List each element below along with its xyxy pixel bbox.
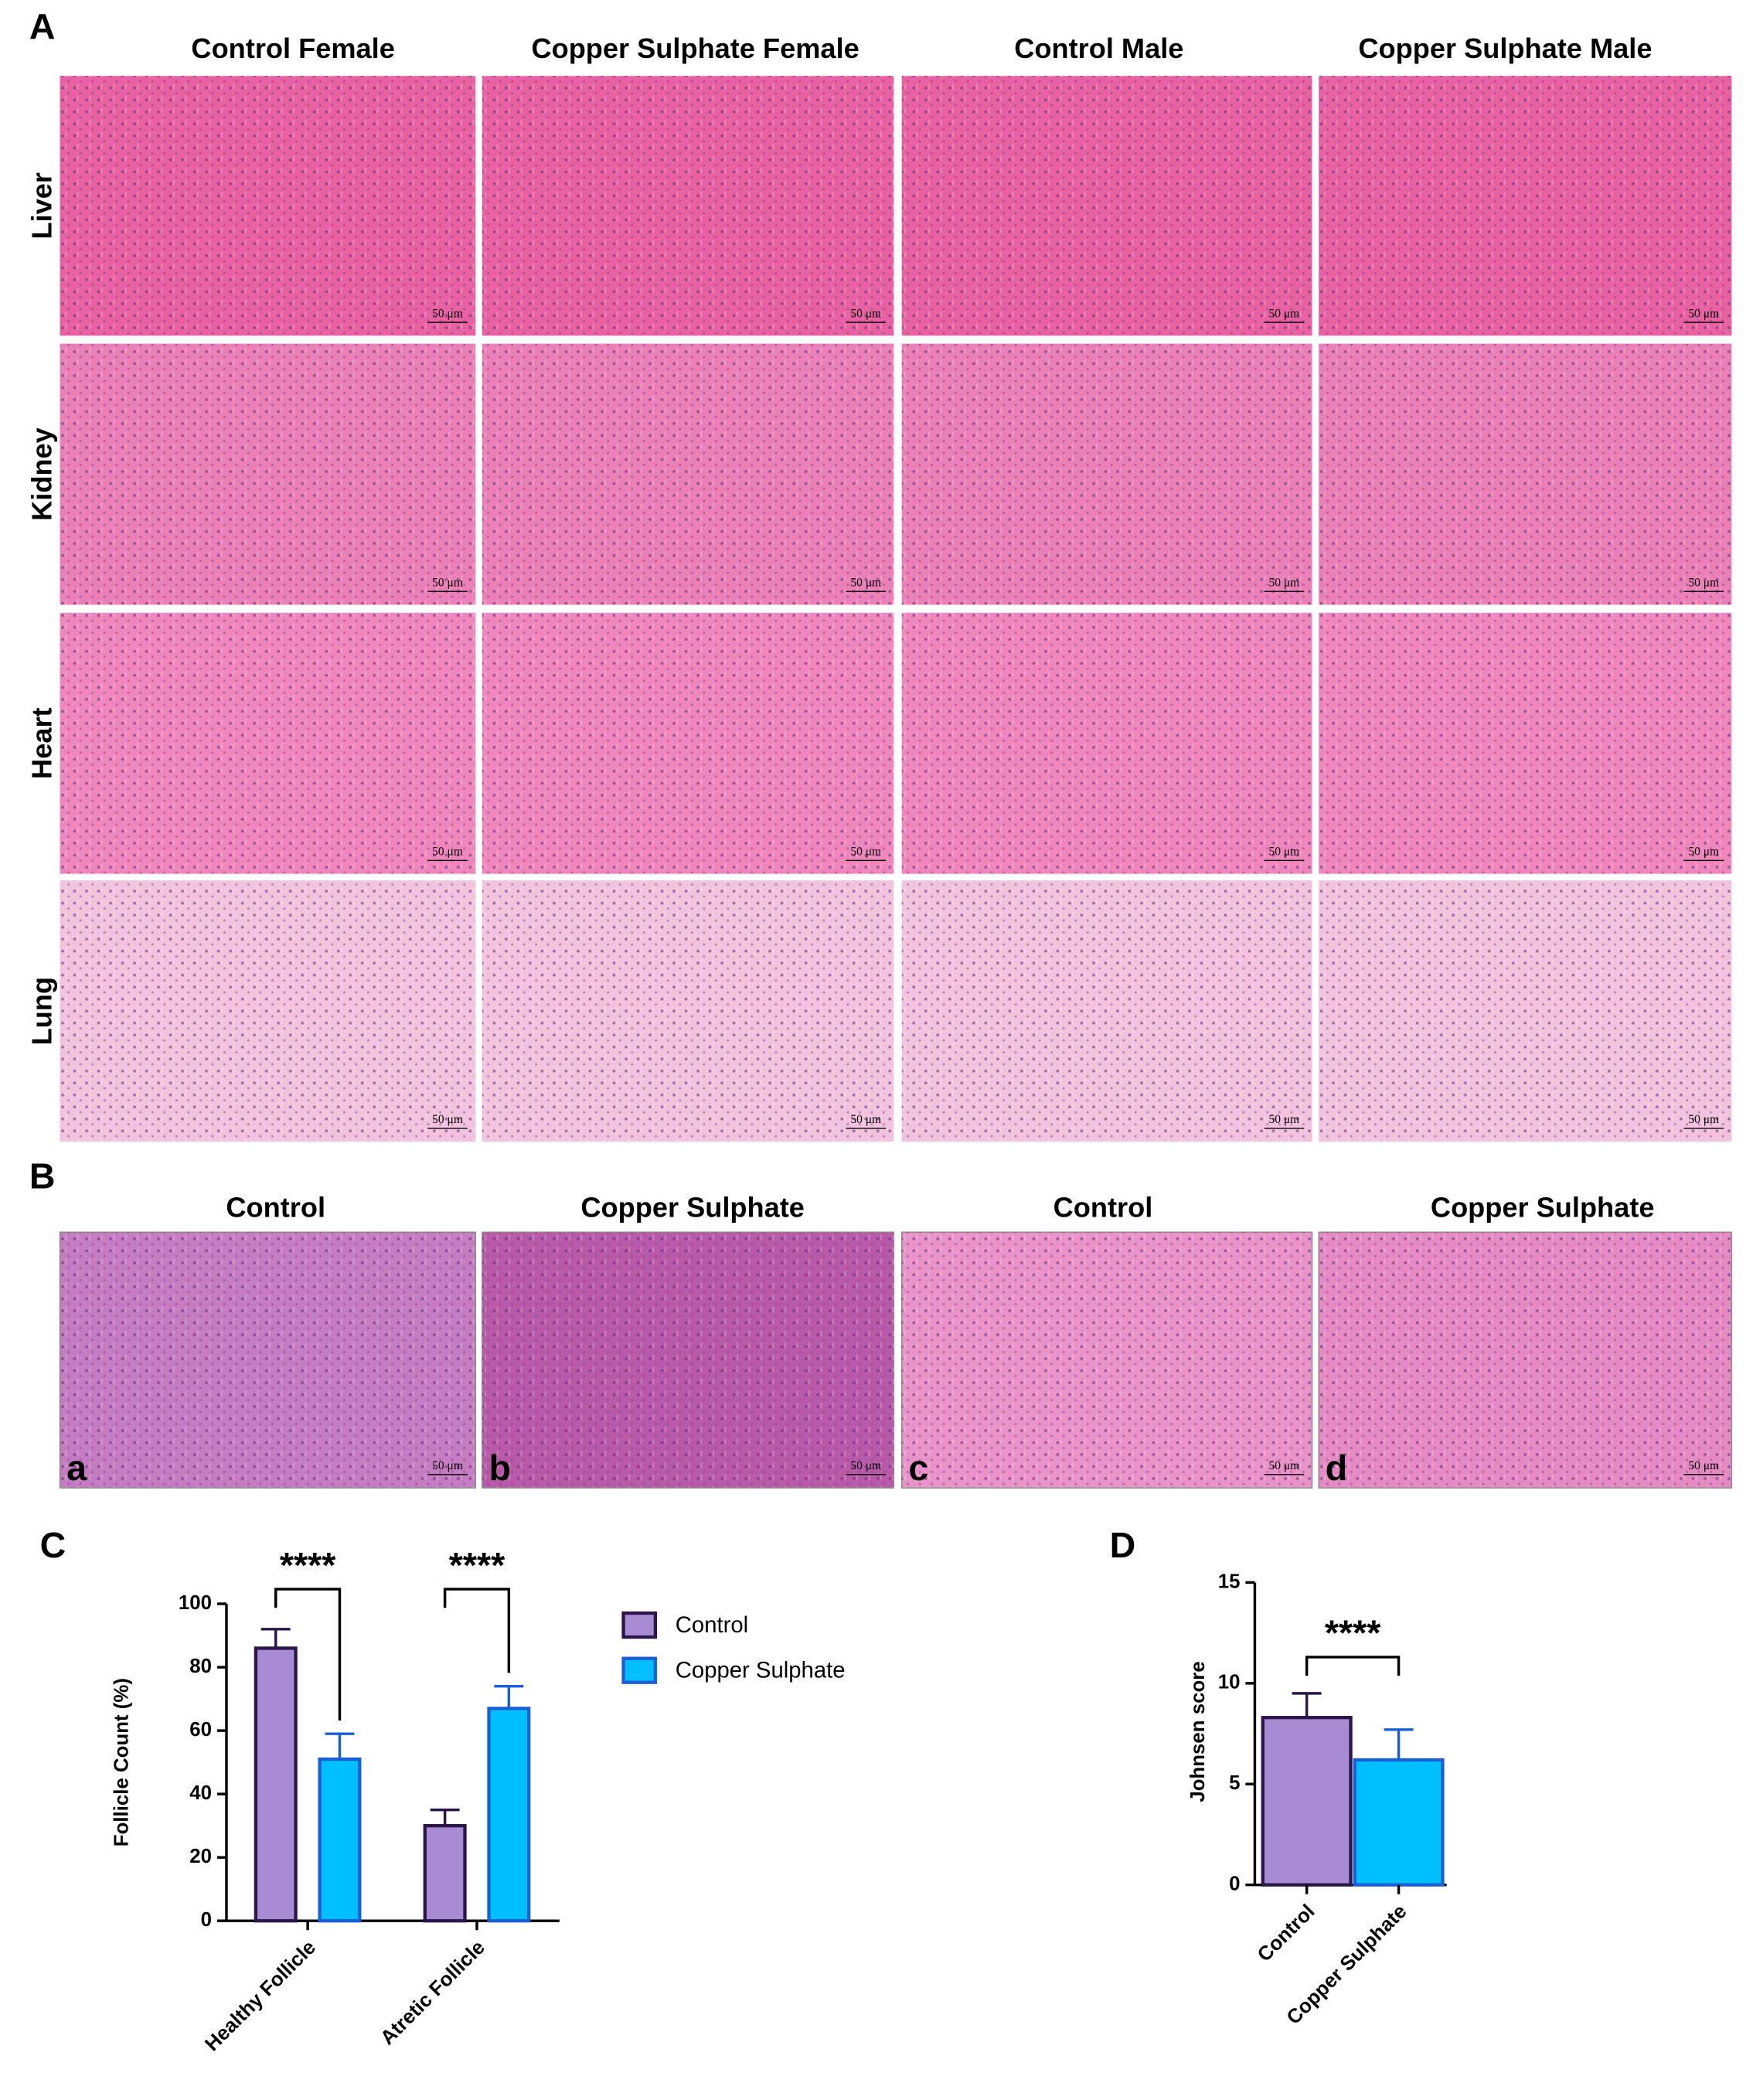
x-tick-label: Atretic Follicle [376, 1936, 489, 2049]
histology-texture [1319, 76, 1732, 336]
histology-texture [482, 343, 894, 605]
column-header: Copper Sulphate Male [1358, 32, 1652, 64]
histology-texture [1319, 1232, 1732, 1489]
row-label: Kidney [26, 427, 57, 521]
scale-label: 50 μm [432, 1113, 463, 1126]
histology-texture [60, 76, 476, 336]
bar [487, 1707, 531, 1923]
scale-label: 50 μm [1268, 846, 1299, 859]
histology-texture [482, 76, 894, 336]
scale-label: 50 μm [1268, 307, 1299, 320]
image-label: c [908, 1448, 928, 1488]
histology-texture [901, 612, 1312, 874]
scale-label: 50 μm [1688, 307, 1719, 320]
image-label: b [488, 1448, 510, 1488]
bar [423, 1823, 467, 1923]
y-tick-label: 5 [1229, 1772, 1240, 1794]
histology-texture [1319, 343, 1732, 605]
y-tick-label: 20 [189, 1846, 212, 1867]
significance-bracket [274, 1588, 342, 1721]
y-tick-label: 0 [1229, 1873, 1240, 1894]
histology-texture [901, 76, 1312, 336]
column-header: Copper Sulphate [1431, 1191, 1655, 1223]
panel-letter: A [29, 6, 56, 46]
column-header: Control [226, 1191, 325, 1223]
x-tick-label: Control [1254, 1901, 1319, 1966]
bar [1353, 1758, 1445, 1887]
y-tick-label: 15 [1218, 1571, 1241, 1592]
histology-texture [1319, 880, 1732, 1142]
significance-label: **** [280, 1545, 336, 1585]
histology-texture [1319, 612, 1732, 874]
histology-texture [60, 612, 476, 874]
column-header: Control Female [191, 32, 394, 64]
x-tick-label: Healthy Follicle [201, 1936, 320, 2055]
y-tick-label: 40 [189, 1782, 212, 1804]
histology-texture [60, 1232, 476, 1489]
column-header: Copper Sulphate Female [531, 32, 859, 64]
y-axis-label: Johnsen score [1187, 1661, 1209, 1802]
y-tick-label: 10 [1218, 1672, 1241, 1693]
scale-label: 50 μm [432, 307, 463, 320]
scale-label: 50 μm [1268, 576, 1299, 589]
row-label: Lung [26, 977, 57, 1045]
histology-texture [482, 880, 894, 1142]
significance-bracket [443, 1588, 511, 1673]
histology-texture [901, 880, 1312, 1142]
error-bar [325, 1732, 355, 1760]
y-tick-label: 0 [201, 1909, 212, 1931]
histology-texture [901, 1232, 1312, 1489]
column-header: Control Male [1014, 32, 1183, 64]
scale-label: 50 μm [1688, 576, 1719, 589]
error-bar [494, 1684, 524, 1709]
scale-label: 50 μm [850, 1459, 881, 1472]
scale-label: 50 μm [432, 846, 463, 859]
error-bar [430, 1808, 460, 1826]
column-header: Copper Sulphate [580, 1191, 805, 1223]
scale-label: 50 μm [850, 1113, 881, 1126]
scale-label: 50 μm [850, 846, 881, 859]
significance-bracket [1305, 1656, 1401, 1676]
row-label: Liver [26, 172, 57, 240]
scale-label: 50 μm [1688, 1113, 1719, 1126]
panel-letter: D [1110, 1525, 1136, 1565]
bar [318, 1757, 362, 1923]
significance-label: **** [1325, 1613, 1381, 1653]
scale-label: 50 μm [850, 576, 881, 589]
error-bar [1292, 1692, 1322, 1718]
scale-label: 50 μm [1688, 846, 1719, 859]
scale-label: 50 μm [1268, 1113, 1299, 1126]
panel-letter: B [29, 1156, 56, 1196]
error-bar [1384, 1728, 1414, 1760]
y-tick-label: 100 [179, 1592, 212, 1614]
histology-texture [482, 612, 894, 874]
legend-swatch [621, 1611, 658, 1639]
scale-label: 50 μm [432, 1459, 463, 1472]
scale-label: 50 μm [432, 576, 463, 589]
row-label: Heart [26, 707, 57, 779]
y-tick-label: 60 [189, 1719, 212, 1741]
bar [254, 1646, 298, 1923]
histology-texture [901, 343, 1312, 605]
panel-letter: C [40, 1525, 66, 1565]
histology-texture [60, 880, 476, 1142]
scale-label: 50 μm [1268, 1459, 1299, 1472]
legend-label: Control [676, 1612, 748, 1638]
scale-label: 50 μm [1688, 1459, 1719, 1472]
y-tick-label: 80 [189, 1656, 212, 1677]
y-axis-label: Follicle Count (%) [111, 1678, 132, 1846]
column-header: Control [1054, 1191, 1153, 1223]
error-bar [260, 1628, 291, 1649]
legend-swatch [621, 1656, 658, 1684]
bar [1261, 1716, 1353, 1887]
histology-texture [60, 343, 476, 605]
legend-label: Copper Sulphate [676, 1658, 846, 1683]
scale-label: 50 μm [850, 307, 881, 320]
significance-label: **** [449, 1545, 505, 1585]
image-label: d [1326, 1448, 1347, 1488]
image-label: a [66, 1448, 87, 1488]
histology-texture [482, 1232, 894, 1489]
